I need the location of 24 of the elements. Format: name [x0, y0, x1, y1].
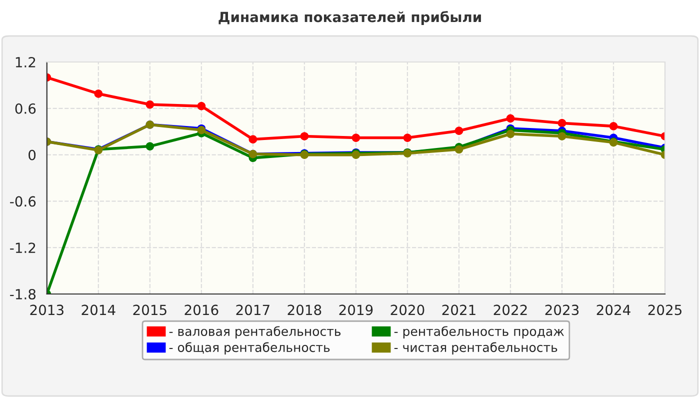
y-tick-label: -0.6: [10, 196, 36, 207]
x-tick-label: 2013: [30, 304, 64, 316]
x-tick-label: 2021: [442, 304, 476, 316]
legend-label: - рентабельность продаж: [394, 326, 564, 338]
y-tick-label: -1.8: [10, 288, 36, 300]
x-tick-label: 2019: [339, 304, 373, 316]
x-tick-label: 2016: [184, 304, 218, 316]
x-tick-label: 2017: [236, 304, 270, 316]
y-tick-label: 0.6: [15, 103, 36, 114]
chart-title: Динамика показателей прибыли: [218, 11, 481, 25]
y-tick-label: -1.2: [10, 242, 36, 253]
x-tick-label: 2025: [648, 304, 682, 316]
x-tick-label: 2020: [390, 304, 424, 316]
y-tick-label: 0: [28, 150, 36, 160]
x-tick-label: 2018: [288, 304, 322, 316]
x-tick-label: 2015: [133, 304, 166, 316]
legend-label: - чистая рентабельность: [394, 342, 558, 354]
x-tick-label: 2022: [494, 304, 527, 316]
legend-label: - общая рентабельность: [169, 342, 330, 354]
x-tick-label: 2023: [545, 304, 579, 316]
y-tick-label: 1.2: [16, 56, 36, 68]
x-tick-label: 2024: [596, 304, 630, 316]
legend-label: - валовая рентабельность: [169, 326, 341, 338]
x-tick-label: 2014: [82, 304, 116, 316]
